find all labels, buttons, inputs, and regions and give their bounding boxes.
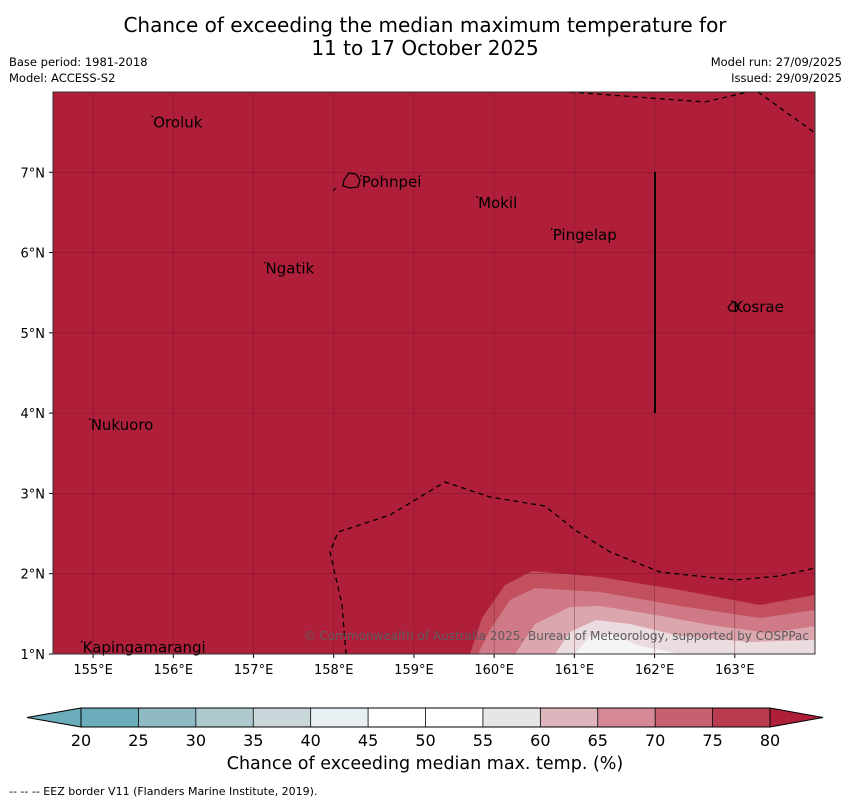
tick-label-lon: 159°E	[394, 663, 434, 678]
tick-label-lon: 161°E	[555, 663, 595, 678]
place-marker	[476, 195, 479, 198]
place-label: Oroluk	[153, 114, 202, 132]
kosrae-outline	[727, 301, 740, 312]
map-background	[53, 92, 815, 654]
contour-45-50	[575, 634, 680, 654]
issued-text: Issued: 29/09/2025	[731, 71, 842, 85]
meta-left: Base period: 1981-2018 Model: ACCESS-S2	[9, 54, 148, 86]
island-outlines	[332, 172, 740, 312]
chart-title: Chance of exceeding the median maximum t…	[0, 14, 850, 60]
axis-ticks: 155°E 156°E 157°E 158°E 159°E 160°E 161°E 162°E…	[21, 166, 755, 678]
map-frame	[52, 91, 816, 655]
colorbar-tick-label: 40	[300, 731, 320, 750]
meta-right: Model run: 27/09/2025 Issued: 29/09/2025	[711, 54, 842, 86]
title-line-2: 11 to 17 October 2025	[311, 36, 539, 60]
eez-border-north	[569, 92, 749, 103]
colorbar-under-arrow	[26, 707, 82, 728]
tick-label-lon: 156°E	[154, 663, 194, 678]
place-marker	[731, 300, 734, 303]
place-labels: Oroluk Pohnpei Mokil Pingelap Ngatik Kosrae Nu…	[80, 114, 784, 657]
colorbar-tick-label: 65	[588, 731, 608, 750]
colorbar-segment	[655, 708, 713, 727]
place-label: Nukuoro	[91, 416, 154, 434]
colorbar-tick-label: 55	[473, 731, 493, 750]
place-label: Kapingamarangi	[83, 639, 206, 657]
colorbar-segment	[540, 708, 598, 727]
place-marker	[80, 640, 83, 643]
colorbar-tick-label: 30	[186, 731, 206, 750]
tick-label-lon: 157°E	[234, 663, 274, 678]
place-label: Ngatik	[266, 260, 315, 278]
contour-fills	[470, 571, 815, 654]
colorbar-tick-label: 60	[530, 731, 550, 750]
colorbar-segment	[138, 708, 196, 727]
footer-note: -- -- -- EEZ border V11 (Flanders Marine…	[9, 785, 318, 798]
tick-label-lon: 158°E	[314, 663, 354, 678]
colorbar-label: Chance of exceeding median max. temp. (%…	[226, 754, 624, 774]
tick-label-lon: 160°E	[474, 663, 514, 678]
colorbar-tick-label: 35	[243, 731, 263, 750]
place-label: Mokil	[478, 194, 517, 212]
colorbar-tick-label: 20	[71, 731, 91, 750]
place-marker	[359, 175, 362, 177]
eez-border-northeast	[757, 92, 815, 134]
pohnpei-islet	[332, 187, 337, 192]
place-marker	[263, 261, 266, 264]
eez-border-south	[329, 481, 815, 654]
map-gridlines	[53, 92, 815, 654]
colorbar-segment	[597, 708, 656, 727]
tick-label-lat: 4°N	[21, 407, 46, 422]
place-marker	[88, 418, 91, 421]
colorbar-segment	[712, 708, 770, 727]
colorbar-tick-label: 50	[415, 731, 435, 750]
copyright-text: © Commonwealth of Australia 2025, Bureau…	[304, 629, 809, 643]
title-line-1: Chance of exceeding the median maximum t…	[123, 13, 727, 37]
colorbar-tick-label: 70	[645, 731, 665, 750]
place-marker	[151, 115, 154, 118]
model-run-text: Model run: 27/09/2025	[710, 55, 842, 69]
colorbar-tick-label: 25	[128, 731, 148, 750]
tick-label-lat: 7°N	[21, 166, 46, 181]
pohnpei-outline	[342, 172, 361, 189]
colorbar-segment	[195, 708, 254, 727]
place-label: Pohnpei	[362, 173, 422, 191]
colorbar-segment	[425, 708, 483, 727]
colorbar-segment	[81, 708, 139, 727]
colorbar-segment	[482, 708, 541, 727]
place-marker	[550, 228, 553, 230]
tick-label-lat: 5°N	[21, 327, 46, 342]
tick-label-lon: 163°E	[715, 663, 755, 678]
model-text: Model: ACCESS-S2	[9, 71, 116, 85]
colorbar-segment	[368, 708, 426, 727]
colorbar: 20 25 30 35 40 45 50 55 60 65 70 75 80	[26, 707, 824, 750]
tick-label-lat: 3°N	[21, 487, 46, 502]
tick-label-lat: 6°N	[21, 247, 46, 262]
eez-borders	[329, 92, 815, 654]
tick-label-lon: 155°E	[73, 663, 113, 678]
colorbar-segment	[253, 708, 311, 727]
tick-label-lat: 2°N	[21, 568, 46, 583]
tick-label-lon: 162°E	[635, 663, 675, 678]
base-period-text: Base period: 1981-2018	[9, 55, 148, 69]
colorbar-tick-label: 80	[760, 731, 780, 750]
tick-label-lat: 1°N	[21, 648, 46, 663]
colorbar-tick-label: 75	[702, 731, 722, 750]
place-label: Pingelap	[553, 226, 617, 244]
colorbar-over-arrow	[769, 707, 824, 728]
colorbar-tick-label: 45	[358, 731, 378, 750]
colorbar-segment	[310, 708, 369, 727]
place-label: Kosrae	[733, 298, 784, 316]
